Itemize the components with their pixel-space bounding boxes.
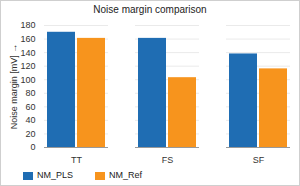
svg-text:160: 160 — [20, 34, 35, 44]
svg-text:Noise margin [mV] →: Noise margin [mV] → — [9, 44, 19, 130]
svg-text:80: 80 — [25, 88, 35, 98]
html-text:NM_Ref: NM_Ref — [109, 170, 142, 180]
svg-text:0: 0 — [30, 142, 35, 152]
svg-text:100: 100 — [20, 75, 35, 85]
svg-text:60: 60 — [25, 102, 35, 112]
svg-text:FS: FS — [162, 155, 174, 165]
svg-text:20: 20 — [25, 129, 35, 139]
svg-text:120: 120 — [20, 61, 35, 71]
svg-text:140: 140 — [20, 47, 35, 57]
svg-text:SF: SF — [253, 155, 265, 165]
html-text:NM_PLS: NM_PLS — [37, 170, 73, 180]
svg-text:TT: TT — [71, 155, 82, 165]
html-text:Noise margin comparison: Noise margin comparison — [93, 4, 207, 15]
svg-text:40: 40 — [25, 115, 35, 125]
svg-text:180: 180 — [20, 20, 35, 30]
